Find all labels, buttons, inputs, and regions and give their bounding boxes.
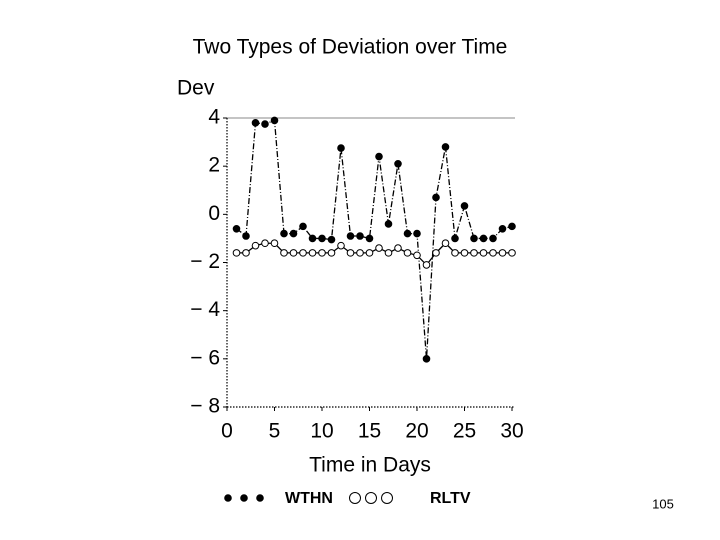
data-point [432, 193, 440, 202]
data-point [289, 229, 298, 238]
data-point [261, 239, 269, 248]
data-point [365, 234, 374, 243]
legend-marker [240, 494, 248, 502]
legend-marker [256, 494, 264, 502]
legend-marker [224, 494, 232, 502]
x-tick-label: 0 [221, 420, 233, 443]
y-tick-label: − 4 [190, 298, 220, 321]
data-point [308, 249, 317, 257]
y-tick-label: 2 [208, 154, 220, 177]
data-point [242, 232, 250, 240]
legend-marker [381, 492, 393, 504]
data-point [413, 229, 421, 238]
data-point [356, 232, 364, 240]
data-point [232, 224, 241, 233]
data-point [403, 249, 412, 257]
data-point [384, 220, 393, 228]
data-point [251, 241, 260, 250]
data-point [489, 234, 497, 243]
x-tick-label: 10 [310, 420, 333, 443]
data-point [337, 241, 345, 250]
data-point [422, 355, 431, 363]
y-tick-label: 4 [208, 106, 220, 129]
y-tick-label: − 2 [190, 250, 220, 273]
legend-marker [365, 492, 377, 504]
data-point [432, 249, 440, 257]
data-point [242, 249, 250, 257]
data-point [251, 119, 260, 127]
y-tick-label: 0 [208, 202, 220, 225]
data-point [470, 234, 478, 243]
x-tick-label: 20 [405, 420, 428, 443]
x-tick-label: 30 [500, 420, 523, 443]
data-point [318, 234, 326, 243]
data-point [498, 249, 507, 257]
data-point [232, 249, 241, 257]
data-point [365, 249, 374, 257]
data-point [479, 234, 488, 243]
x-axis-label: Time in Days [309, 454, 431, 477]
data-point [318, 249, 326, 257]
data-point [280, 229, 288, 238]
data-point [441, 143, 450, 151]
data-point [422, 261, 431, 269]
data-point [346, 249, 355, 257]
page-number: 105 [652, 496, 674, 511]
data-point [394, 159, 402, 168]
y-tick-label: − 6 [190, 346, 220, 369]
data-point [375, 244, 383, 252]
y-axis-label: Dev [177, 77, 215, 100]
x-tick-label: 25 [453, 420, 476, 443]
legend-label: WTHN [285, 490, 333, 507]
data-point [327, 235, 336, 244]
data-point [280, 249, 288, 257]
x-tick-label: 5 [269, 420, 281, 443]
data-point [327, 249, 336, 257]
data-point [394, 244, 402, 252]
data-point [498, 224, 507, 233]
data-point [508, 222, 516, 231]
data-point [299, 249, 307, 257]
legend-marker [349, 492, 361, 504]
data-point [289, 249, 298, 257]
data-point [441, 239, 450, 248]
data-point [460, 202, 469, 210]
data-point [460, 249, 469, 257]
data-point [261, 120, 269, 128]
data-point [337, 144, 345, 152]
data-point [479, 249, 488, 257]
data-point [299, 222, 307, 231]
data-point [308, 234, 317, 243]
data-point [451, 249, 459, 257]
data-point [375, 152, 383, 161]
y-tick-label: − 8 [190, 395, 220, 418]
legend-label: RLTV [430, 490, 471, 507]
data-point [270, 116, 279, 125]
x-tick-label: 15 [358, 420, 381, 443]
data-point [508, 249, 516, 257]
data-point [346, 232, 355, 240]
data-point [403, 229, 412, 238]
chart-title: Two Types of Deviation over Time [193, 36, 508, 59]
data-point [470, 249, 478, 257]
data-point [356, 249, 364, 257]
series-line [236, 119, 513, 359]
data-point [384, 249, 393, 257]
data-point [489, 249, 497, 257]
data-point [451, 234, 459, 243]
data-point [413, 251, 421, 260]
data-point [270, 239, 279, 248]
